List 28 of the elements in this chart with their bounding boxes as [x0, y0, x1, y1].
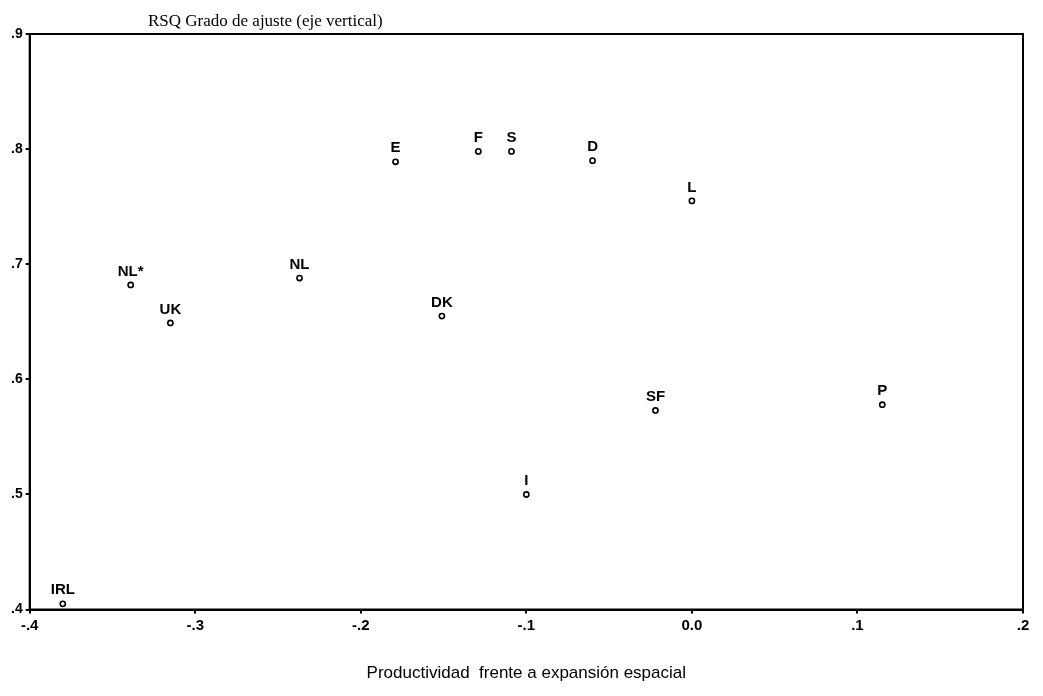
x-tick-label: .2 — [1016, 615, 1030, 633]
annotation: L — [687, 177, 697, 195]
annotation: D — [587, 137, 599, 155]
y-tick-label: .8 — [10, 139, 23, 156]
y-tick-label: .6 — [10, 370, 23, 387]
y-axis-title: RSQ Grado de ajuste (eje vertical) — [148, 11, 383, 31]
x-tick-label: -.4 — [20, 615, 40, 633]
annotation: UK — [159, 299, 182, 317]
annotation: NL — [289, 254, 310, 272]
annotation: I — [524, 471, 529, 489]
y-tick-label: .7 — [10, 255, 23, 272]
annotation: E — [390, 138, 401, 156]
y-tick-label: .9 — [10, 24, 23, 41]
annotation: IRL — [50, 580, 75, 598]
x-tick-label: -.1 — [517, 615, 536, 633]
annotation: DK — [431, 292, 453, 310]
annotation: NL* — [117, 261, 144, 279]
x-tick-label: .1 — [851, 615, 864, 633]
x-tick-label: 0.0 — [681, 615, 703, 633]
annotation: S — [506, 128, 517, 146]
y-tick-label: .4 — [10, 600, 23, 617]
x-tick-label: -.3 — [186, 615, 204, 633]
x-tick-label: -.2 — [352, 615, 370, 633]
annotation: F — [473, 128, 483, 146]
annotation: SF — [645, 387, 666, 405]
annotation: P — [877, 381, 888, 399]
x-axis-title: Productividad frente a expansión espacial — [366, 663, 687, 683]
y-tick-label: .5 — [10, 485, 23, 502]
